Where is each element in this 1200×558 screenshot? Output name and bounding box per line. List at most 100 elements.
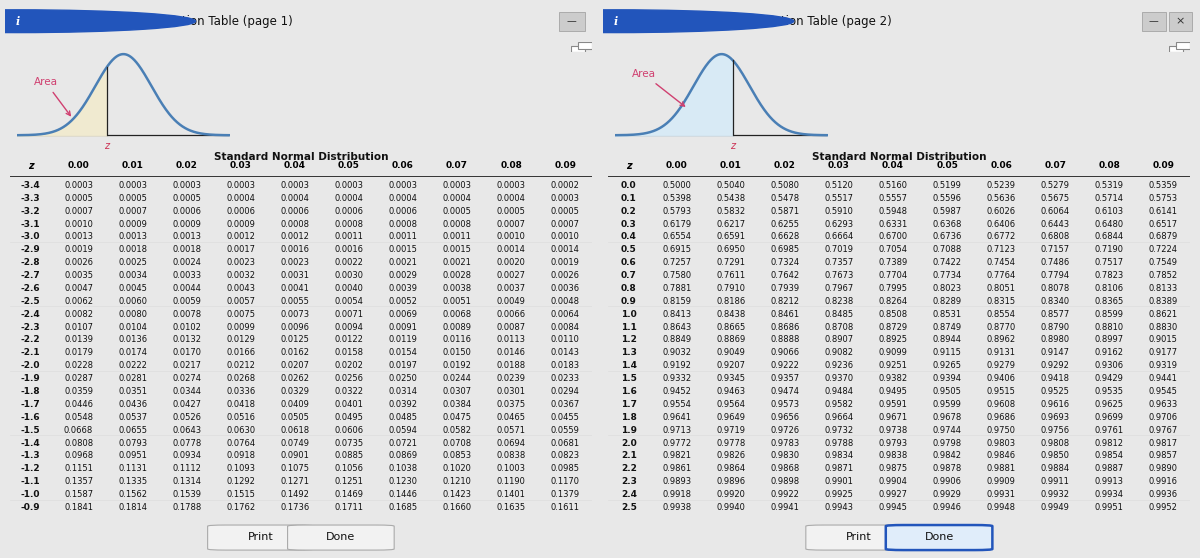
Text: 0.9896: 0.9896 [716, 477, 745, 486]
Text: 0.0183: 0.0183 [551, 361, 580, 371]
Text: 0.9893: 0.9893 [662, 477, 691, 486]
Text: 0.9591: 0.9591 [878, 400, 907, 409]
Text: 0.9911: 0.9911 [1040, 477, 1069, 486]
Text: 0.9357: 0.9357 [770, 374, 799, 383]
Text: 0.1562: 0.1562 [118, 490, 148, 499]
Text: 0.7054: 0.7054 [878, 246, 907, 254]
Text: 0.9192: 0.9192 [662, 361, 691, 371]
Text: 0.9641: 0.9641 [662, 413, 691, 422]
Text: 0.0011: 0.0011 [443, 232, 472, 242]
Text: 0.9573: 0.9573 [770, 400, 799, 409]
Text: 0.0222: 0.0222 [119, 361, 148, 371]
Text: 2.4: 2.4 [620, 490, 637, 499]
Text: 0.5675: 0.5675 [1040, 194, 1069, 203]
Text: 0.9719: 0.9719 [716, 426, 745, 435]
Bar [1169, 46, 1183, 52]
Text: 0.9783: 0.9783 [770, 439, 799, 448]
Text: 0.9857: 0.9857 [1148, 451, 1178, 460]
Text: 0.9948: 0.9948 [986, 503, 1015, 512]
Text: 0.1587: 0.1587 [64, 490, 94, 499]
Text: 0.8925: 0.8925 [878, 335, 907, 344]
Text: 0.7967: 0.7967 [824, 284, 853, 293]
Text: 0.5279: 0.5279 [1040, 181, 1069, 190]
Text: 0.0007: 0.0007 [551, 219, 580, 229]
Text: 0.03: 0.03 [828, 161, 850, 170]
Text: 0.7291: 0.7291 [716, 258, 745, 267]
Text: 0.0104: 0.0104 [119, 323, 148, 331]
Text: 0.9946: 0.9946 [932, 503, 961, 512]
Text: 0.3: 0.3 [620, 219, 637, 229]
Text: 0.0228: 0.0228 [64, 361, 94, 371]
Text: 0.0007: 0.0007 [118, 206, 148, 215]
Text: 0.0073: 0.0073 [281, 310, 310, 319]
Text: -2.5: -2.5 [20, 297, 41, 306]
Text: 0.0018: 0.0018 [173, 246, 202, 254]
Text: 0.9884: 0.9884 [1040, 464, 1069, 473]
Text: 0.5398: 0.5398 [662, 194, 691, 203]
Text: 0.7389: 0.7389 [878, 258, 907, 267]
Text: 0.6554: 0.6554 [662, 232, 691, 242]
Text: 0.0003: 0.0003 [281, 181, 310, 190]
Text: 0.9251: 0.9251 [878, 361, 907, 371]
Text: 0.0009: 0.0009 [227, 219, 256, 229]
Text: 0.0013: 0.0013 [173, 232, 202, 242]
Text: 0.8830: 0.8830 [1148, 323, 1178, 331]
Text: 0.5832: 0.5832 [716, 206, 745, 215]
Text: 2.5: 2.5 [620, 503, 637, 512]
Text: 0.1762: 0.1762 [227, 503, 256, 512]
Text: 0.9484: 0.9484 [824, 387, 853, 396]
Text: 0.9945: 0.9945 [878, 503, 907, 512]
Text: 0.0005: 0.0005 [443, 206, 472, 215]
Text: 0.9932: 0.9932 [1040, 490, 1069, 499]
Text: -3.1: -3.1 [20, 219, 41, 229]
Text: 0.9838: 0.9838 [878, 451, 907, 460]
Text: 0.9222: 0.9222 [770, 361, 799, 371]
Text: 0.7123: 0.7123 [986, 246, 1015, 254]
Text: 2.1: 2.1 [620, 451, 637, 460]
Text: 0.8907: 0.8907 [824, 335, 853, 344]
Text: 0.8461: 0.8461 [770, 310, 799, 319]
Text: 0.7224: 0.7224 [1148, 246, 1178, 254]
Text: 0.9649: 0.9649 [716, 413, 745, 422]
Text: 0.0005: 0.0005 [497, 206, 526, 215]
Text: z: z [28, 161, 34, 171]
Text: -1.6: -1.6 [20, 413, 41, 422]
Text: 0.0015: 0.0015 [443, 246, 472, 254]
Text: -3.0: -3.0 [20, 232, 41, 242]
Text: 0.9744: 0.9744 [932, 426, 961, 435]
Text: 0.9066: 0.9066 [770, 348, 799, 357]
Text: 0.0011: 0.0011 [335, 232, 364, 242]
Text: 0.1379: 0.1379 [551, 490, 580, 499]
Text: -2.7: -2.7 [20, 271, 41, 280]
Text: 2.2: 2.2 [620, 464, 637, 473]
Text: 0.9875: 0.9875 [878, 464, 907, 473]
Text: 0.1736: 0.1736 [281, 503, 310, 512]
Text: 0.9936: 0.9936 [1148, 490, 1178, 499]
Bar [571, 46, 584, 52]
Text: 0.1469: 0.1469 [335, 490, 364, 499]
Text: 0.9582: 0.9582 [824, 400, 853, 409]
Text: -1.1: -1.1 [20, 477, 41, 486]
Text: 0.7580: 0.7580 [662, 271, 691, 280]
Text: 0.0099: 0.0099 [227, 323, 256, 331]
Text: 0.0023: 0.0023 [227, 258, 256, 267]
Text: 0.06: 0.06 [990, 161, 1012, 170]
Text: 0.0559: 0.0559 [551, 426, 580, 435]
Text: 0.9633: 0.9633 [1148, 400, 1178, 409]
Text: 0.9418: 0.9418 [1040, 374, 1069, 383]
Text: -3.3: -3.3 [20, 194, 41, 203]
Text: Standard Normal Distribution Table (page 2): Standard Normal Distribution Table (page… [630, 15, 892, 28]
Text: 1.8: 1.8 [620, 413, 637, 422]
Text: 0.9616: 0.9616 [1040, 400, 1069, 409]
Text: 0.0401: 0.0401 [335, 400, 364, 409]
Text: 0.0119: 0.0119 [389, 335, 418, 344]
Text: 0.7157: 0.7157 [1040, 246, 1069, 254]
Text: 0.05: 0.05 [936, 161, 958, 170]
Text: 0.0019: 0.0019 [551, 258, 580, 267]
Text: 0.9147: 0.9147 [1040, 348, 1069, 357]
Text: 0.0026: 0.0026 [64, 258, 94, 267]
Text: 0.1335: 0.1335 [118, 477, 148, 486]
Text: 0.6700: 0.6700 [878, 232, 907, 242]
Text: 0.0016: 0.0016 [281, 246, 310, 254]
Text: 0.9699: 0.9699 [1094, 413, 1124, 422]
